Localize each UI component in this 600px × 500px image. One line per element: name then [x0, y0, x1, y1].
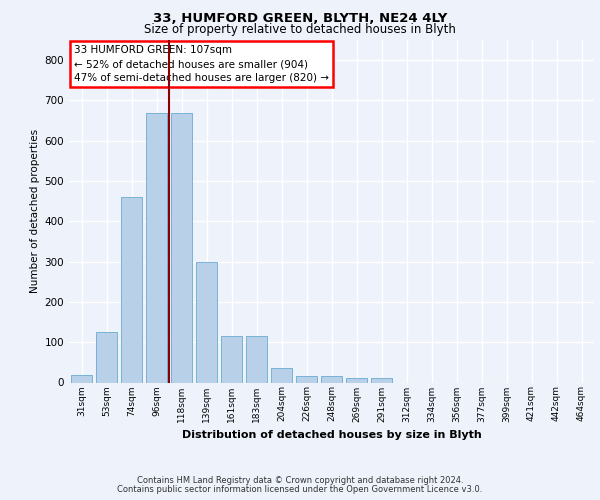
Bar: [321, 376, 342, 382]
Bar: [71, 375, 92, 382]
Bar: [171, 112, 192, 382]
Text: Contains public sector information licensed under the Open Government Licence v3: Contains public sector information licen…: [118, 484, 482, 494]
Bar: [121, 197, 142, 382]
Bar: [96, 332, 117, 382]
Text: 33, HUMFORD GREEN, BLYTH, NE24 4LY: 33, HUMFORD GREEN, BLYTH, NE24 4LY: [153, 12, 447, 26]
X-axis label: Distribution of detached houses by size in Blyth: Distribution of detached houses by size …: [182, 430, 481, 440]
Bar: [271, 368, 292, 382]
Bar: [296, 376, 317, 382]
Bar: [196, 262, 217, 382]
Bar: [246, 336, 267, 382]
Text: Size of property relative to detached houses in Blyth: Size of property relative to detached ho…: [144, 22, 456, 36]
Bar: [346, 378, 367, 382]
Bar: [371, 378, 392, 382]
Text: Contains HM Land Registry data © Crown copyright and database right 2024.: Contains HM Land Registry data © Crown c…: [137, 476, 463, 485]
Y-axis label: Number of detached properties: Number of detached properties: [31, 129, 40, 294]
Bar: [146, 112, 167, 382]
Bar: [221, 336, 242, 382]
Text: 33 HUMFORD GREEN: 107sqm
← 52% of detached houses are smaller (904)
47% of semi-: 33 HUMFORD GREEN: 107sqm ← 52% of detach…: [74, 45, 329, 83]
